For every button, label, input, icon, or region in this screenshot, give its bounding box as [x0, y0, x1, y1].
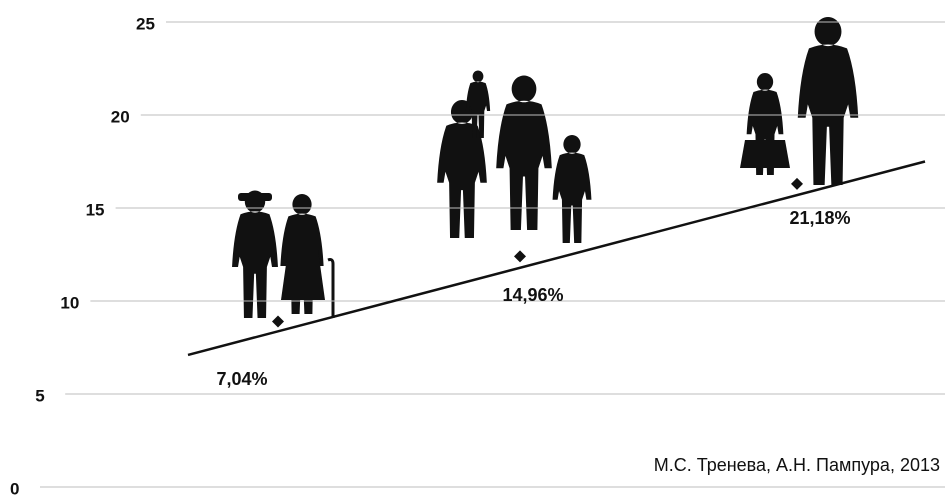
annotation: 7,04% [216, 369, 267, 389]
point [272, 315, 284, 327]
annotation: 21,18% [789, 208, 850, 228]
silhouettes [232, 17, 858, 318]
y-tick-label: 15 [86, 200, 105, 219]
source: М.С. Тренева, А.Н. Пампура, 2013 [654, 455, 940, 475]
y-tick-label: 20 [111, 107, 130, 126]
y-tick-label: 25 [136, 14, 155, 33]
annotation: 14,96% [502, 285, 563, 305]
point [791, 178, 803, 190]
point [514, 250, 526, 262]
y-tick-label: 0 [10, 479, 19, 496]
y-tick-label: 10 [60, 293, 79, 312]
y-tick-label: 5 [35, 386, 44, 405]
chart: 0 5 10 15 20 25 7,04% 14,96% 21,18% М.С. Тренева,… [0, 0, 950, 496]
